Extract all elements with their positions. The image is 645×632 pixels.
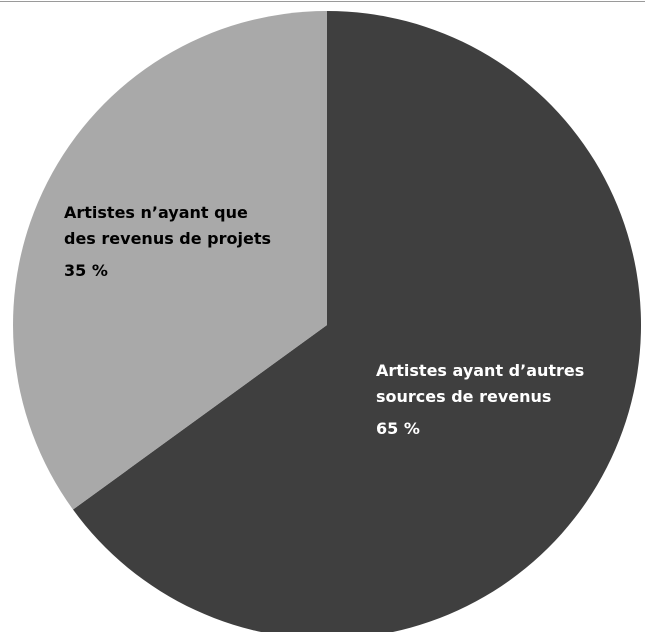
pie-slices: [13, 11, 641, 632]
pie-slice-0: [13, 11, 328, 510]
slice-value-label-1: 65 %: [376, 419, 420, 438]
slice-label-1: Artistes ayant d’autres sources de revenu…: [376, 361, 584, 406]
slice-label-0-line-0: Artistes n’ayant que: [64, 203, 248, 222]
slice-value-label-0: 35 %: [64, 261, 108, 280]
slice-label-1-line-0: Artistes ayant d’autres: [376, 361, 584, 380]
pie-labels: Artistes n’ayant que des revenus de proje…: [64, 203, 584, 438]
slice-label-0-line-1: des revenus de projets: [64, 229, 271, 248]
pie-slice-1: [72, 11, 641, 632]
slice-label-1-line-1: sources de revenus: [376, 387, 551, 406]
slice-label-0: Artistes n’ayant que des revenus de proje…: [64, 203, 271, 248]
